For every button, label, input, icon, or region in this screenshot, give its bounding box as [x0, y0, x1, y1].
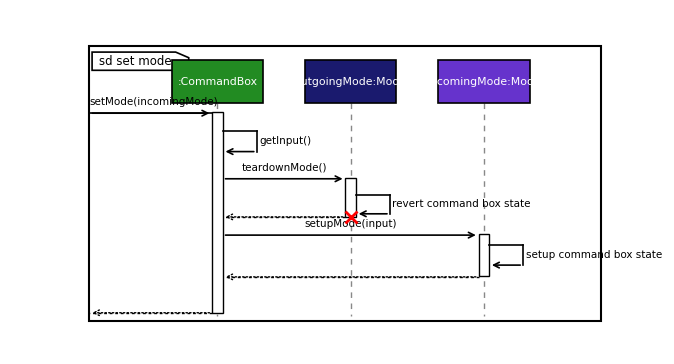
Text: setupMode(input): setupMode(input) [305, 219, 397, 229]
Bar [172, 60, 263, 103]
Bar [479, 234, 489, 276]
Text: teardownMode(): teardownMode() [241, 163, 327, 173]
Bar [346, 178, 356, 217]
Text: incomingMode:Mode: incomingMode:Mode [427, 76, 541, 87]
Text: :CommandBox: :CommandBox [177, 76, 257, 87]
Bar [212, 112, 222, 313]
Text: sd set mode: sd set mode [99, 55, 172, 68]
Bar [305, 60, 396, 103]
Bar [438, 60, 530, 103]
Text: revert command box state: revert command box state [392, 199, 531, 209]
Text: outgoingMode:Mode: outgoingMode:Mode [295, 76, 406, 87]
Text: setMode(incomingMode): setMode(incomingMode) [89, 97, 218, 107]
Text: setup command box state: setup command box state [526, 250, 662, 260]
Text: getInput(): getInput() [259, 136, 311, 146]
